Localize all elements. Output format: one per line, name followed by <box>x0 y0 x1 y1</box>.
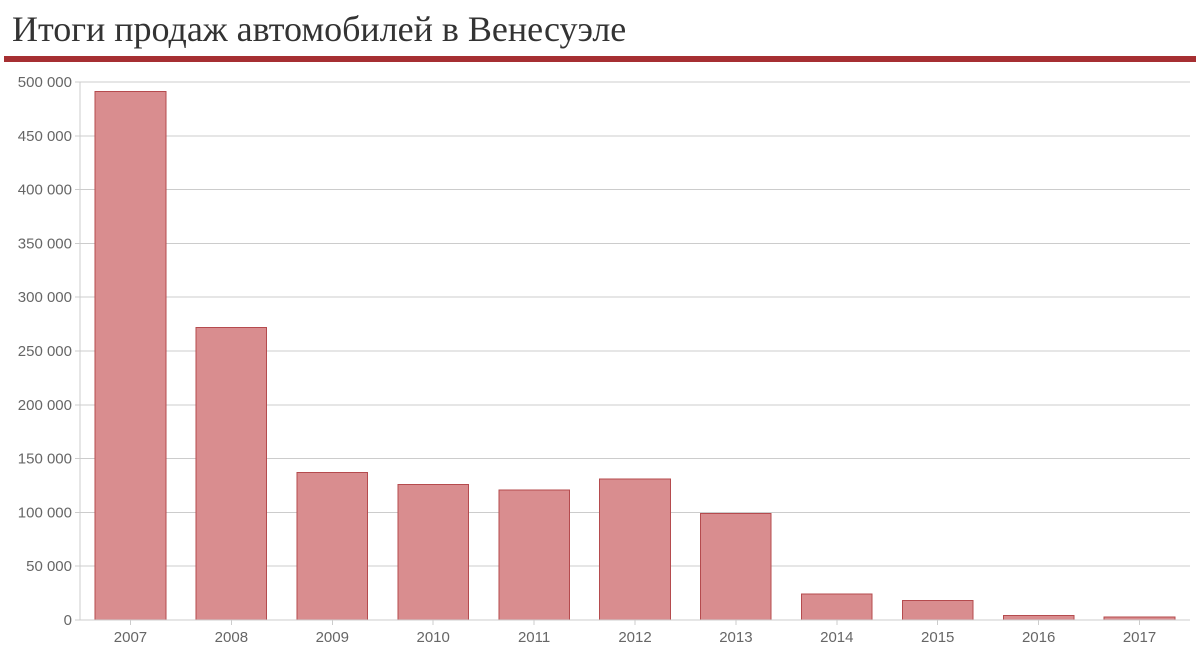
x-tick-label: 2009 <box>316 629 349 646</box>
x-tick-label: 2013 <box>719 629 752 646</box>
title-underline <box>4 56 1196 62</box>
x-tick-label: 2015 <box>921 629 954 646</box>
y-tick-label: 350 000 <box>18 235 72 252</box>
chart-area: 0 50 000 100 000 150 000 200 000 250 000 300 0… <box>0 68 1200 656</box>
chart-container: Итоги продаж автомобилей в Венесуэле 0 50… <box>0 0 1200 656</box>
bar <box>701 513 772 620</box>
x-tick-label: 2010 <box>416 629 449 646</box>
y-tick-label: 250 000 <box>18 343 72 360</box>
x-tick-label: 2012 <box>618 629 651 646</box>
x-tick-label: 2011 <box>518 629 550 646</box>
x-tick-label: 2017 <box>1123 629 1156 646</box>
x-tick-label: 2008 <box>215 629 248 646</box>
y-tick-label: 400 000 <box>18 182 72 199</box>
x-tick-label: 2014 <box>820 629 853 646</box>
bar <box>398 484 469 620</box>
y-tick-label: 50 000 <box>26 558 72 575</box>
x-tick-label: 2007 <box>114 629 147 646</box>
bar <box>95 92 166 620</box>
y-tick-label: 100 000 <box>18 504 72 521</box>
x-tick-label: 2016 <box>1022 629 1055 646</box>
y-tick-label: 500 000 <box>18 74 72 91</box>
bar <box>600 479 671 620</box>
bar <box>196 327 267 620</box>
y-tick-label: 0 <box>64 612 72 629</box>
chart-title: Итоги продаж автомобилей в Венесуэле <box>0 0 1200 56</box>
y-tick-label: 450 000 <box>18 128 72 145</box>
bar <box>902 601 973 620</box>
y-tick-label: 300 000 <box>18 289 72 306</box>
bar <box>297 473 368 620</box>
y-tick-label: 200 000 <box>18 397 72 414</box>
bar <box>499 490 570 620</box>
bar <box>802 594 873 620</box>
bar-chart: 0 50 000 100 000 150 000 200 000 250 000 300 0… <box>0 68 1200 656</box>
bar <box>1003 616 1074 620</box>
y-tick-label: 150 000 <box>18 451 72 468</box>
